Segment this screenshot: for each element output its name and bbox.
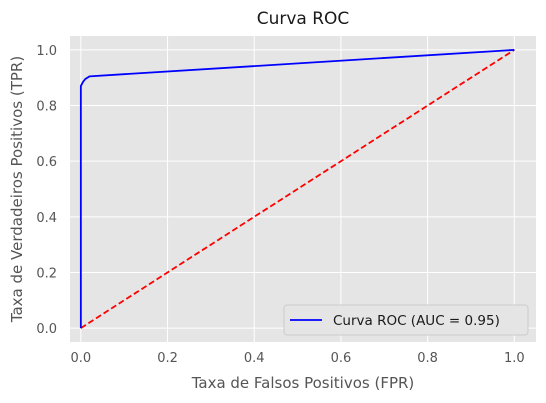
y-tick-label: 0.8 xyxy=(36,100,57,115)
y-tick-label: 0.4 xyxy=(36,211,57,226)
legend: Curva ROC (AUC = 0.95) xyxy=(283,304,529,336)
x-tick-label: 0.8 xyxy=(417,351,438,366)
y-tick-label: 1.0 xyxy=(36,44,57,59)
x-tick-label: 0.2 xyxy=(157,351,178,366)
x-tick-labels: 0.0 0.2 0.4 0.6 0.8 1.0 xyxy=(70,351,524,366)
y-tick-label: 0.6 xyxy=(36,155,57,170)
legend-box xyxy=(283,304,529,336)
x-axis-label: Taxa de Falsos Positivos (FPR) xyxy=(191,374,415,392)
x-tick-label: 0.0 xyxy=(70,351,91,366)
x-tick-label: 0.6 xyxy=(331,351,352,366)
random-classifier-line xyxy=(80,49,515,329)
y-tick-label: 0.2 xyxy=(36,266,57,281)
x-tick-label: 0.4 xyxy=(244,351,265,366)
plot-background xyxy=(70,36,536,342)
roc-curve-line xyxy=(79,49,515,329)
y-tick-labels: 0.0 0.2 0.4 0.6 0.8 1.0 xyxy=(36,44,57,337)
x-tick-label: 1.0 xyxy=(504,351,525,366)
y-tick-label: 0.0 xyxy=(36,322,57,337)
y-axis-label: Taxa de Verdadeiros Positivos (TPR) xyxy=(8,56,26,323)
grid-lines xyxy=(70,36,536,342)
series-layer xyxy=(79,49,515,329)
legend-label-roc: Curva ROC (AUC = 0.95) xyxy=(333,313,500,329)
chart-title: Curva ROC xyxy=(257,9,350,29)
